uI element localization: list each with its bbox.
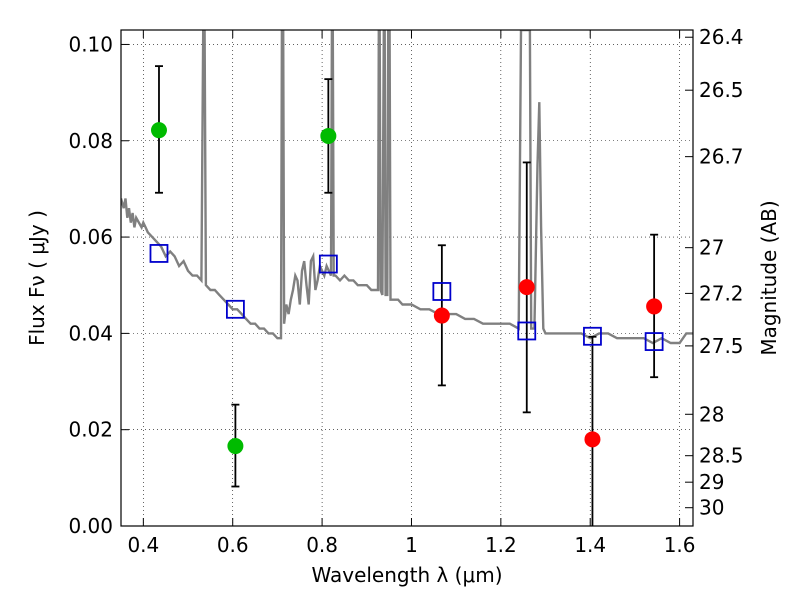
y2-tick-label-7: 28.5 (699, 444, 744, 468)
y-tick-label-2: 0.04 (68, 321, 113, 345)
error-bars (154, 65, 659, 526)
x-axis-label: Wavelength λ (μm) (311, 563, 502, 587)
model-square-2 (318, 254, 338, 274)
model-square-6 (644, 332, 664, 351)
axis-ticks: 0.4 0.6 0.8 1 1.2 1.4 1.6 0.00 0.02 0.04 0.06 0.08 0… (68, 25, 743, 557)
y2-tick-label-2: 26.7 (699, 145, 744, 169)
y-tick-label-4: 0.08 (68, 129, 113, 153)
y-tick-label-5: 0.10 (68, 32, 113, 56)
x-tick-label-3: 1 (405, 533, 418, 557)
y2-tick-label-0: 26.4 (699, 25, 744, 49)
red-point-0 (433, 307, 450, 324)
model-square-3 (432, 282, 452, 301)
y2-tick-label-5: 27.5 (699, 334, 744, 358)
y2-tick-label-1: 26.5 (699, 78, 744, 102)
red-point-2 (584, 431, 601, 448)
y2-tick-label-3: 27 (699, 236, 724, 260)
y2-tick-label-9: 30 (699, 496, 724, 520)
spectrum-series (121, 30, 693, 345)
model-square-0 (149, 244, 169, 263)
red-point-3 (646, 298, 663, 315)
x-tick-label-6: 1.6 (664, 533, 696, 557)
x-tick-label-4: 1.2 (485, 533, 517, 557)
data-points (149, 122, 664, 455)
green-point-1 (227, 438, 244, 455)
model-square-5 (583, 326, 602, 346)
y2-tick-label-4: 27.2 (699, 281, 744, 305)
x-tick-label-1: 0.6 (217, 533, 249, 557)
x-tick-label-5: 1.4 (574, 533, 606, 557)
x-tick-label-2: 0.8 (306, 533, 338, 557)
y2-tick-label-8: 29 (699, 470, 724, 494)
y-tick-label-0: 0.00 (68, 514, 113, 538)
model-square-1 (225, 299, 245, 319)
y-axis-label: Flux Fν ( μJy ) (25, 210, 49, 346)
y2-tick-label-6: 28 (699, 402, 724, 426)
model-square-4 (517, 321, 537, 341)
green-point-0 (150, 122, 167, 139)
y-tick-label-1: 0.02 (68, 418, 113, 442)
model-spectrum-line (121, 30, 693, 345)
plot-frame (120, 29, 694, 527)
red-point-1 (518, 279, 535, 296)
y-tick-label-3: 0.06 (68, 225, 113, 249)
x-tick-label-0: 0.4 (127, 533, 159, 557)
y2-axis-label: Magnitude (AB) (757, 200, 781, 355)
green-point-2 (320, 127, 337, 144)
